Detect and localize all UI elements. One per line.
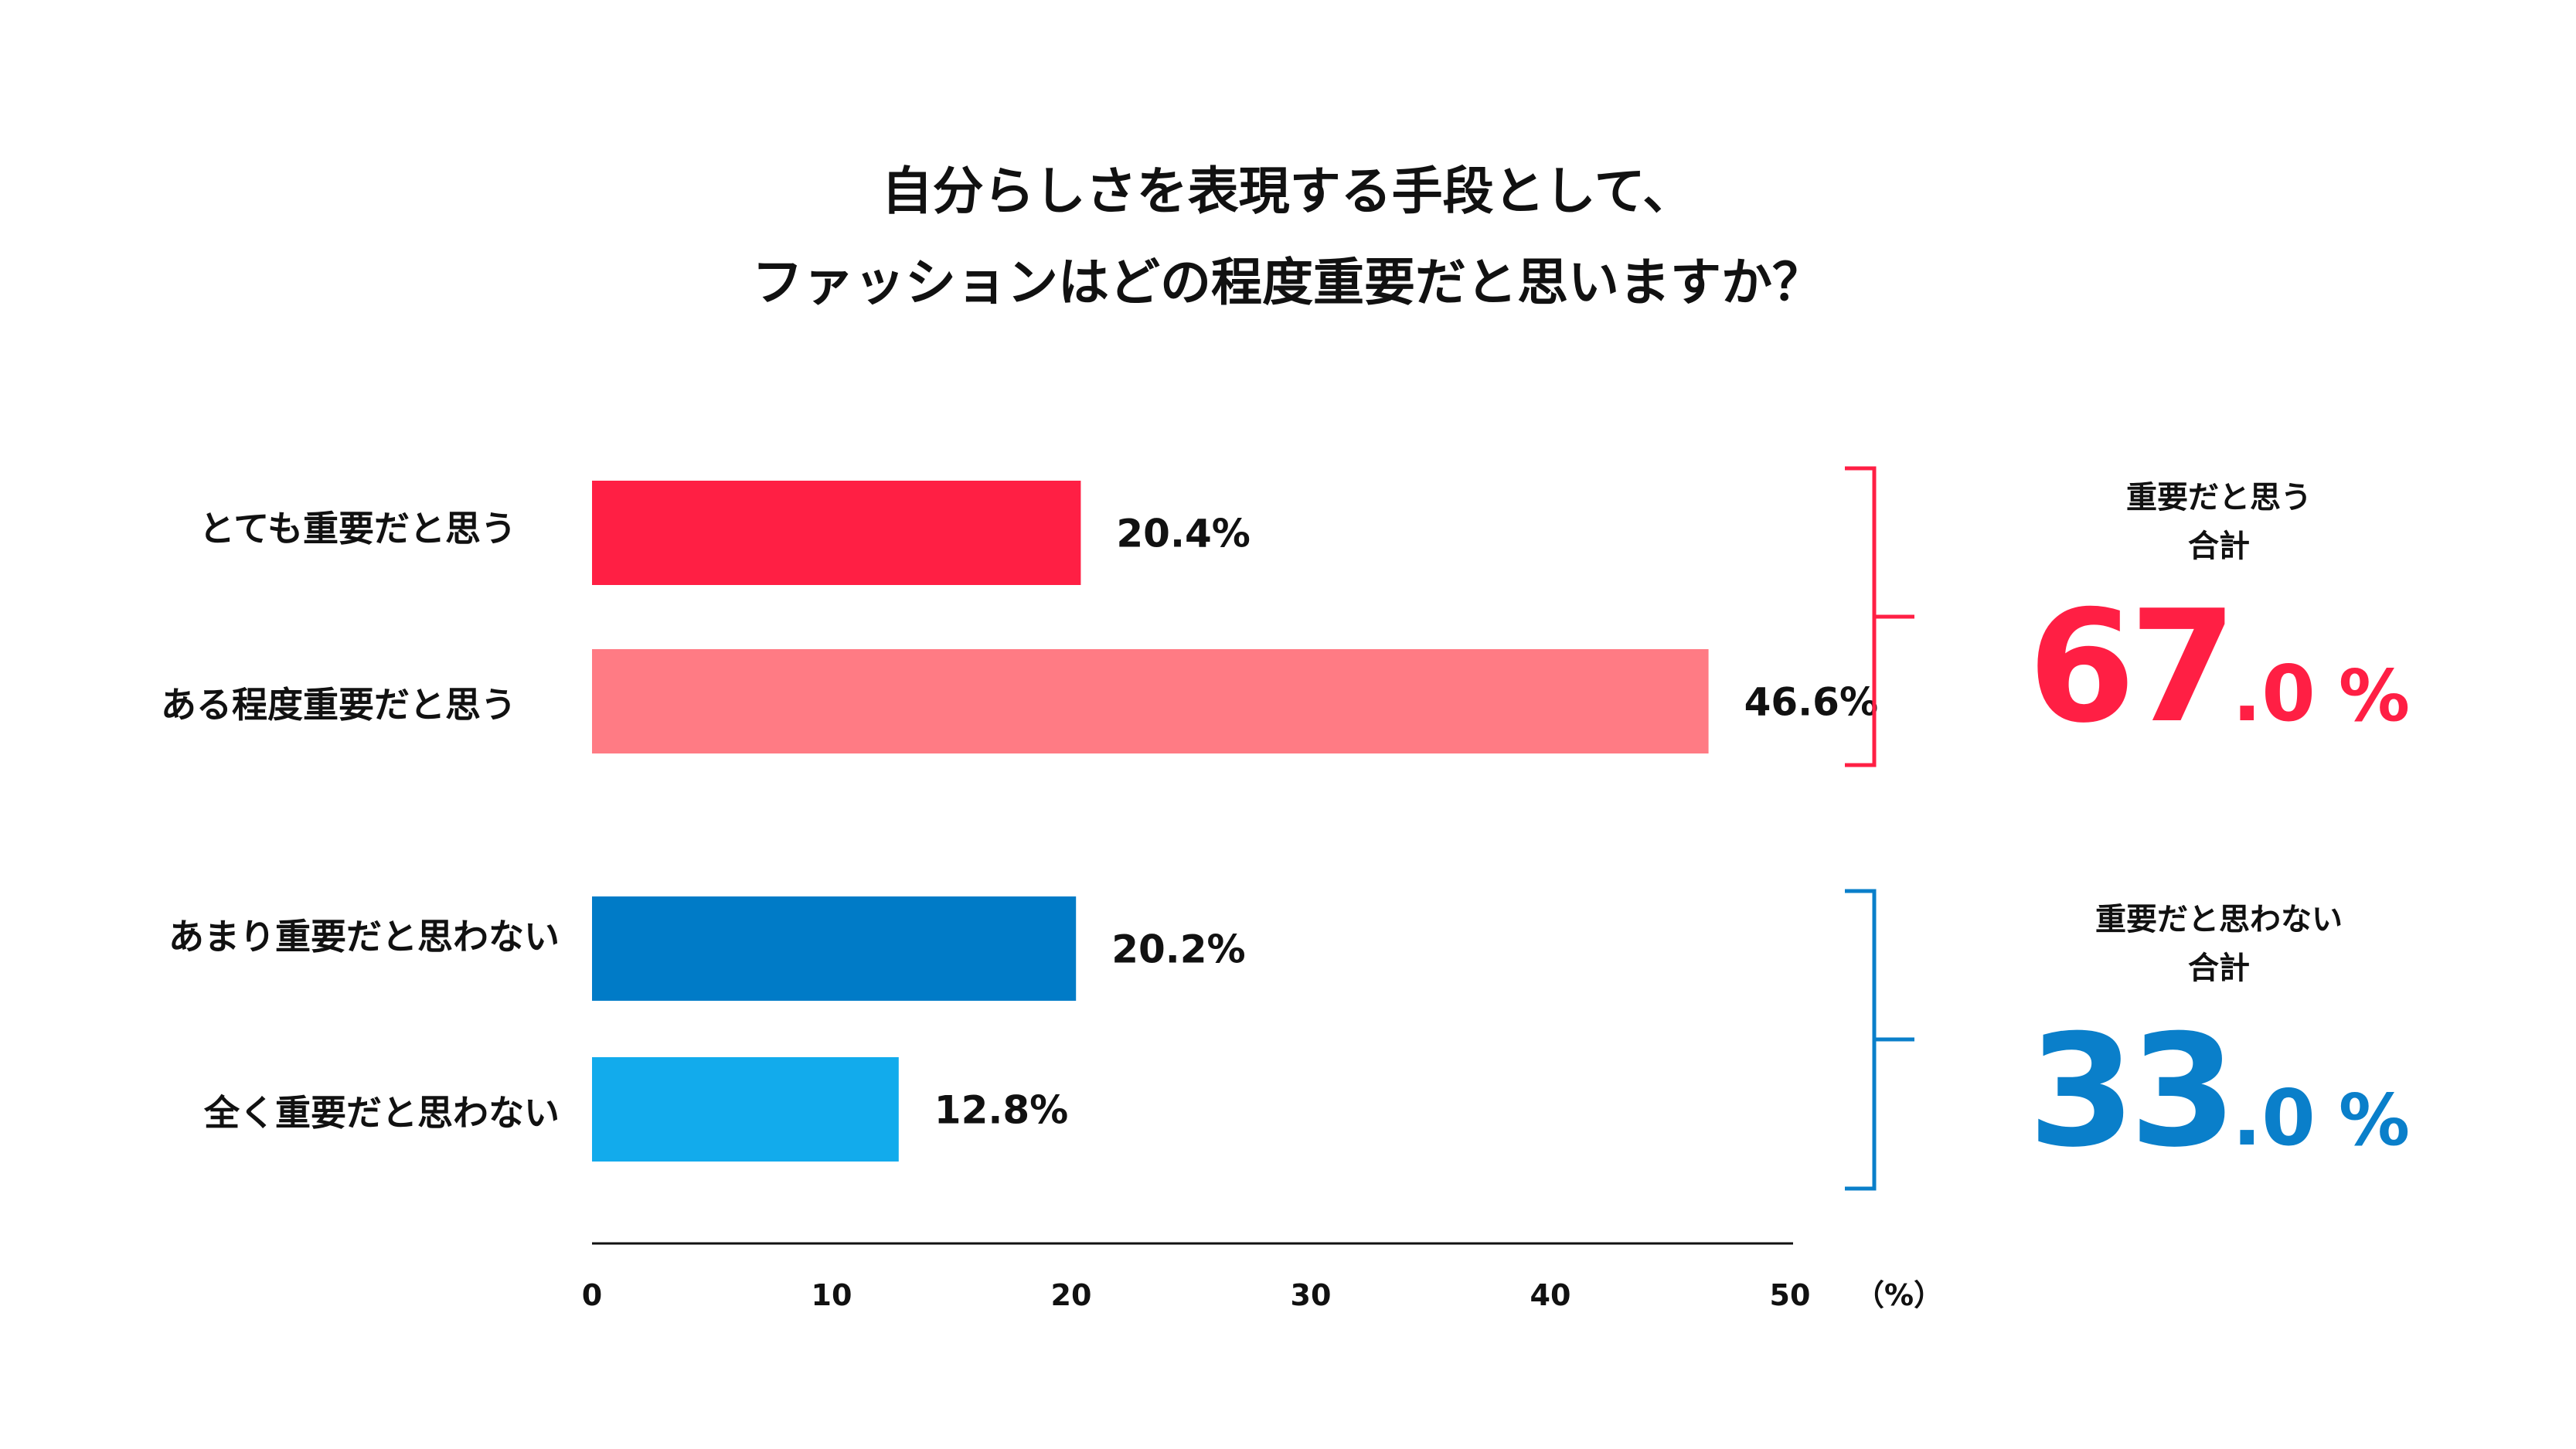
summary-label-not-important-line-2: 合計 xyxy=(2188,951,2250,986)
bar xyxy=(592,1057,899,1162)
summary-total-decimal: .0 xyxy=(2232,648,2316,739)
x-tick-label: 20 xyxy=(1051,1278,1092,1312)
summary-total-unit: % xyxy=(2339,655,2410,737)
chart-title-line-1: 自分らしさを表現する手段として、 xyxy=(882,162,1694,221)
bar-value-label: 20.4% xyxy=(1116,512,1250,556)
summary-total-not-important: 33.0% xyxy=(2028,1002,2410,1182)
bar-value-label: 12.8% xyxy=(934,1088,1068,1133)
bars-group xyxy=(592,481,1709,1162)
summary-label-important-line-1: 重要だと思う xyxy=(2126,480,2312,515)
summary-total-integer: 67 xyxy=(2028,577,2231,757)
bar-value-label: 20.2% xyxy=(1111,927,1245,972)
x-tick-label: 40 xyxy=(1530,1278,1571,1312)
summary-total-integer: 33 xyxy=(2028,1002,2231,1182)
group-bracket-not-important xyxy=(1845,889,1914,1191)
bar xyxy=(592,481,1081,585)
category-label: とても重要だと思う xyxy=(199,508,516,549)
x-tick-label: 10 xyxy=(812,1278,852,1312)
summary-total-decimal: .0 xyxy=(2232,1073,2316,1163)
x-tick-label: 30 xyxy=(1291,1278,1332,1312)
summary-total-important: 67.0% xyxy=(2028,577,2410,757)
group-bracket-important xyxy=(1845,466,1914,767)
x-unit-label: （%） xyxy=(1855,1278,1943,1312)
category-label: ある程度重要だと思う xyxy=(161,684,516,726)
chart-title-line-2: ファッションはどの程度重要だと思いますか？ xyxy=(752,253,1823,312)
bar xyxy=(592,649,1709,753)
bar-value-label: 46.6% xyxy=(1744,680,1878,725)
category-label: あまり重要だと思わない xyxy=(168,916,560,957)
summary-total-unit: % xyxy=(2339,1079,2410,1162)
summary-label-not-important-line-1: 重要だと思わない xyxy=(2095,902,2343,937)
category-label: 全く重要だと思わない xyxy=(203,1092,560,1134)
x-tick-label: 0 xyxy=(582,1278,602,1312)
bar xyxy=(592,896,1077,1001)
x-tick-label: 50 xyxy=(1770,1278,1811,1312)
summary-label-important-line-2: 合計 xyxy=(2188,529,2250,564)
